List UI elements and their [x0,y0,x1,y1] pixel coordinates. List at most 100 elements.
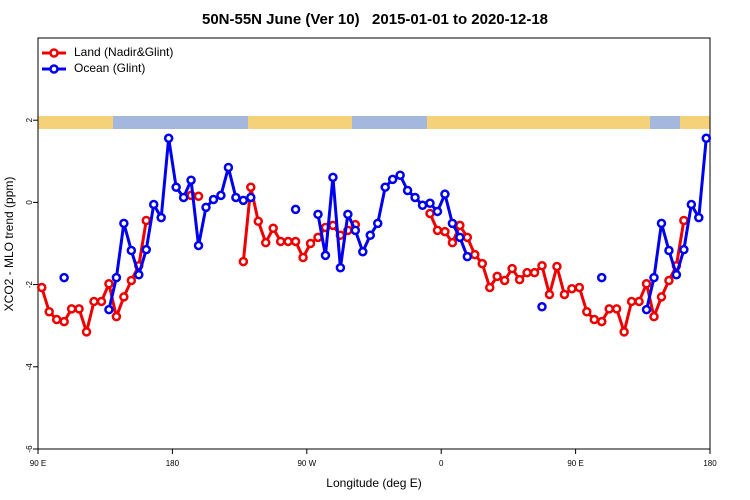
point [126,245,137,256]
point [440,226,450,237]
point [380,182,390,192]
point [208,194,219,205]
point [81,327,92,337]
point [387,174,398,185]
point [432,206,443,217]
point [514,274,525,285]
point [104,279,114,289]
point [596,316,607,327]
point [619,327,629,337]
point [649,272,659,283]
point [455,220,465,231]
point [447,218,458,229]
point [238,256,249,267]
y-tick-label: 0 [25,200,34,205]
point [111,311,122,322]
point [470,249,480,260]
point [567,283,577,294]
y-tick-label: -4 [25,363,34,371]
point [559,289,570,300]
point [492,271,502,282]
point [141,244,152,255]
point [358,246,368,257]
point [611,304,622,314]
point [253,216,264,227]
point [432,225,443,236]
point [544,289,555,300]
point [649,311,659,322]
point [596,272,607,283]
point [604,304,614,314]
land-ocean-strip [38,116,710,129]
point [529,267,540,278]
point [701,133,712,144]
point [51,314,62,325]
chart-title: 50N-55N June (Ver 10) 2015-01-01 to 2020… [202,11,548,28]
point [119,292,129,302]
point [425,198,435,208]
ocean [650,116,680,129]
point [186,175,196,185]
point [440,189,450,199]
point [66,304,77,314]
x-axis-label: Longitude (deg E) [326,476,421,490]
point [119,218,129,229]
point [44,306,54,317]
point [484,282,495,293]
point [417,200,428,211]
legend-marker [49,48,59,58]
point [178,192,189,203]
ocean [352,116,427,129]
point [134,269,144,280]
point [104,304,114,315]
point [522,267,532,278]
point [589,314,600,325]
point [59,316,69,327]
point [462,232,473,243]
point [462,251,473,262]
series-line [107,136,708,311]
point [193,191,204,201]
point [641,304,652,315]
point [223,162,234,173]
point [305,238,316,249]
point [268,223,278,234]
point [141,215,152,226]
point [634,296,644,307]
legend-label: Ocean (Glint) [74,61,145,75]
x-tick-label: 90 E [30,459,46,468]
point [89,296,99,307]
point [163,133,174,144]
point [283,236,293,247]
legend-marker [49,64,59,74]
point [171,182,181,192]
point [410,192,420,203]
point [328,172,338,183]
point [320,250,331,261]
point [231,192,241,203]
point [664,245,674,256]
point [238,195,249,206]
point [96,296,107,307]
x-tick-label: 90 E [567,459,583,468]
y-tick-label: -6 [25,445,34,453]
point [656,292,667,302]
point [156,212,166,223]
x-tick-label: 180 [166,459,180,468]
point [679,244,689,255]
x-tick-label: 180 [703,459,717,468]
point [671,269,682,280]
point [350,225,361,236]
y-axis-label: XCO2 - MLO trend (ppm) [2,177,16,312]
point [298,252,308,263]
point [343,209,353,220]
point [126,275,137,286]
point [201,202,211,213]
point [59,272,69,283]
point [395,170,405,181]
point [246,192,256,203]
legend-label: Land (Nadir&Glint) [74,45,173,59]
point [679,215,689,226]
point [36,282,47,293]
